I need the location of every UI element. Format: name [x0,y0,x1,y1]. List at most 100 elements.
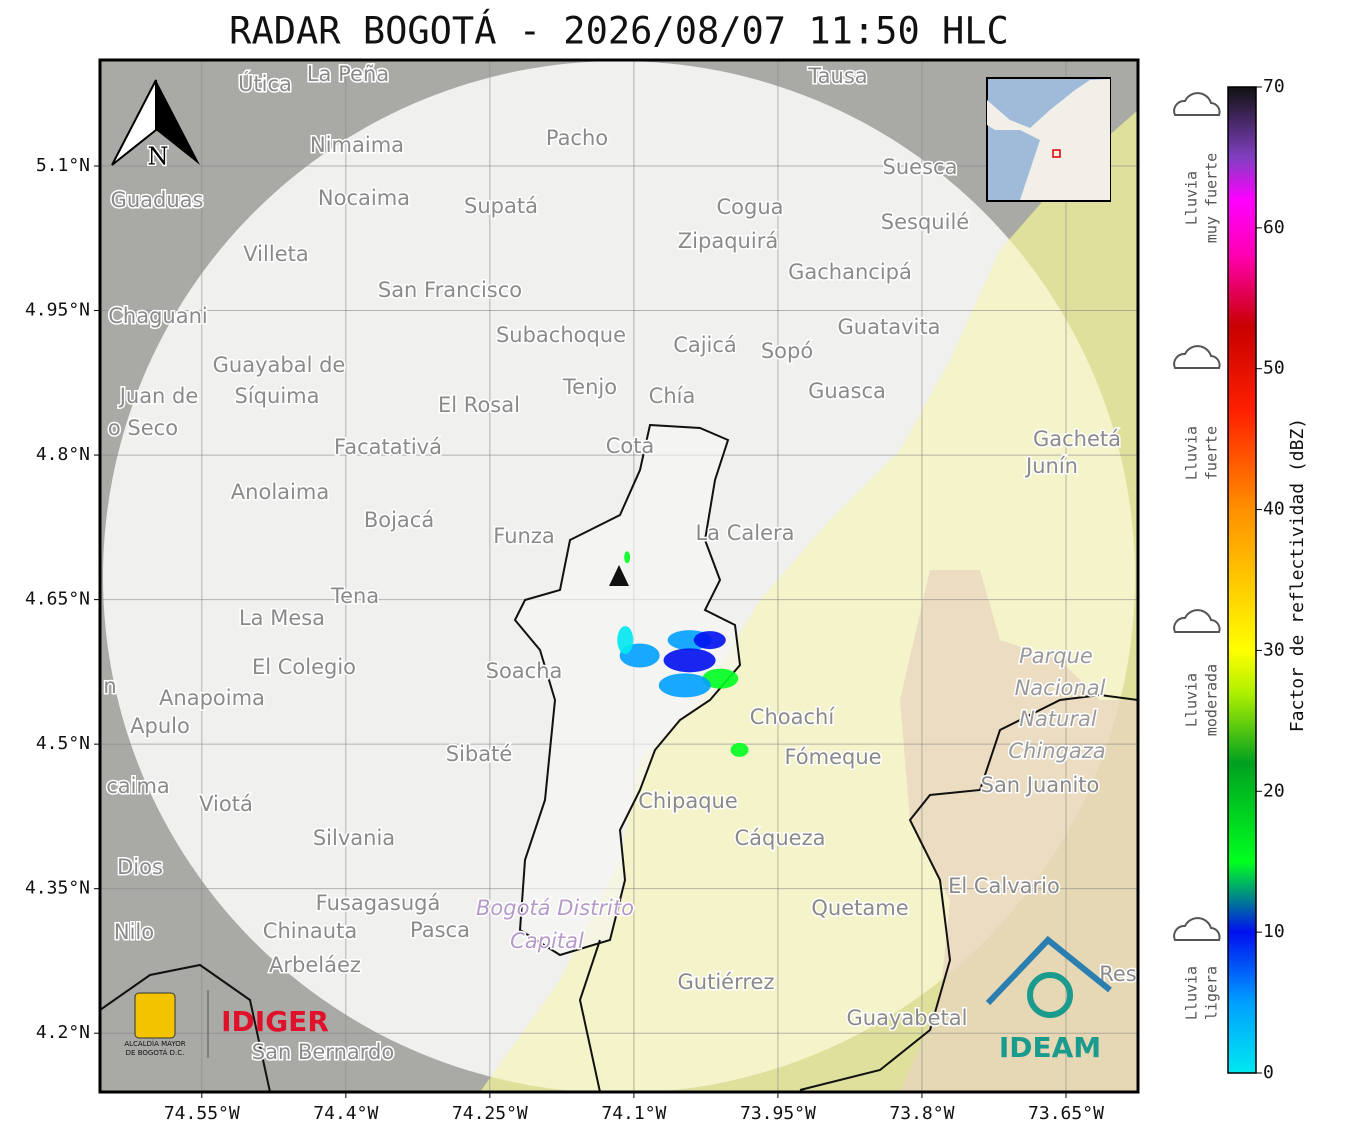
place-label: Útica [238,71,292,96]
place-label: Junín [1024,454,1078,478]
y-tick-label: 4.65°N [25,589,90,610]
place-label: o Seco [108,416,178,440]
place-label: Tena [330,584,379,608]
place-label: Gachancipá [788,260,912,284]
rain-icon [1173,917,1221,941]
radar-echo [658,673,711,698]
place-label: Arbeláez [269,953,361,977]
place-label: Chaguani [108,304,208,328]
place-label: Supatá [464,194,538,218]
place-label: Dios [117,855,163,879]
rain-level-label: muy fuerte [1203,153,1221,243]
place-label: Cajicá [673,333,737,357]
place-label: Guaduas [111,188,204,212]
alcaldia-text: DE BOGOTÁ D.C. [126,1048,185,1057]
y-tick-label: 4.35°N [25,878,90,899]
place-label: Silvania [313,826,395,850]
x-tick-label: 74.25°W [452,1103,528,1124]
place-label: Pacho [546,126,608,150]
alcaldia-logo: ALCALDÍA MAYOR DE BOGOTÁ D.C. IDIGER [124,990,329,1058]
rain-level-label: Lluvia [1183,966,1201,1020]
place-label: Guayabal de [213,353,346,377]
place-label: Síquima [235,384,320,408]
place-label: San Francisco [378,278,522,302]
place-label: Nocaima [318,186,410,210]
place-label: Cogua [716,195,783,219]
place-label: Chipaque [638,789,738,813]
place-label: La Peña [307,62,389,86]
place-label: Cáqueza [735,826,826,850]
y-tick-label: 4.95°N [25,300,90,321]
ideam-roof [985,935,1112,1006]
place-label: La Calera [695,521,794,545]
rain-level-label: Lluvia [1183,673,1201,727]
radar-echo [702,668,739,689]
place-label: Chía [649,384,696,408]
y-tick-label: 4.2°N [36,1022,90,1043]
place-label: Guayabetal [847,1006,968,1030]
place-label: Chinauta [263,919,357,943]
x-tick-label: 73.65°W [1028,1103,1104,1124]
place-label: Tenjo [562,375,617,399]
place-label: Apulo [130,714,190,738]
place-label: Nilo [114,920,154,944]
rain-icon [1173,609,1221,633]
x-tick-label: 74.4°W [313,1103,378,1124]
radar-echo [693,631,726,650]
map-frame [98,58,1140,1094]
y-tick-label: 5.1°N [36,155,90,176]
radar-echo [730,742,749,757]
y-tick-label: 4.8°N [36,444,90,465]
radar-echo [624,551,631,564]
colorbar-tick-label: 50 [1263,358,1285,379]
place-label: Fusagasugá [316,891,441,915]
shield [134,992,176,1039]
bogota-boundary [513,423,742,957]
rain-level-label: Lluvia [1183,426,1201,480]
place-label: Fómeque [784,745,881,769]
place-label: Nimaima [310,133,404,157]
colorbar-tick-label: 30 [1263,639,1285,660]
place-label: Cota [606,434,655,458]
colorbar-tick-label: 0 [1263,1062,1274,1083]
cloud [1173,345,1221,369]
place-label: Sesquilé [881,210,969,234]
colorbar-label: Factor de reflectividad (dBZ) [1287,418,1308,732]
place-label: Natural [1019,707,1097,731]
place-label: n [103,674,116,698]
place-label: El Colegio [252,655,356,679]
place-label: Sibaté [446,742,513,766]
map-area: Útica La Peña Tausa Pacho Nimaima Guaduas Noca… [100,60,1138,1092]
place-label: Viotá [199,792,253,816]
place-label: Subachoque [496,323,626,347]
place-label: Gachetá [1033,427,1121,451]
cloud [1173,609,1221,633]
place-label: El Rosal [438,393,520,417]
rain-level-label: fuerte [1203,426,1221,480]
x-tick-label: 73.8°W [889,1103,954,1124]
place-label: caima [106,774,170,798]
colorbar-tick-label: 40 [1263,499,1285,520]
colorbar-tick-label: 10 [1263,921,1285,942]
radar-site [609,565,629,586]
place-label: Parque [1019,644,1093,668]
place-label: Villeta [243,242,308,266]
cloud [1173,92,1221,116]
place-label: Guatavita [838,315,941,339]
cloud [1173,917,1221,941]
rain-level-label: moderada [1203,664,1221,736]
inset-land [987,79,1110,200]
place-label: Tausa [807,64,867,88]
place-label: El Calvario [948,874,1060,898]
place-label: Chingaza [1008,739,1105,763]
north-label: N [148,143,169,171]
inset-marker [1052,149,1061,158]
place-label: Juan de [118,384,199,408]
idiger-logo: IDIGER [221,1005,329,1038]
place-label: Guasca [808,379,886,403]
alcaldia-text: ALCALDÍA MAYOR [124,1039,185,1048]
place-label: Bogotá Distrito [476,896,634,920]
ideam-logo: IDEAM [985,935,1112,1064]
